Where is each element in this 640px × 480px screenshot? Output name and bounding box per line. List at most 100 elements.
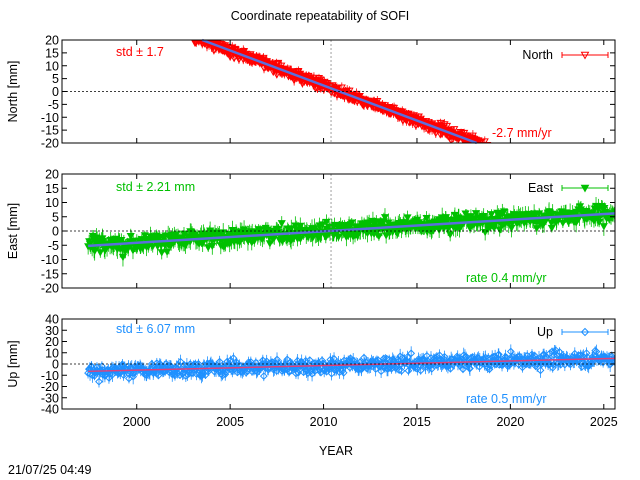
data-point — [265, 240, 274, 248]
data-point — [416, 366, 425, 375]
data-point — [201, 40, 203, 42]
data-point — [226, 356, 235, 365]
data-point — [466, 364, 474, 373]
up-legend-label: Up — [537, 325, 553, 339]
x-tick-label: 2010 — [310, 415, 338, 429]
east-points-layer — [84, 197, 615, 267]
data-point — [397, 366, 406, 375]
y-tick-label: 20 — [45, 168, 59, 182]
data-point — [507, 224, 516, 232]
data-point — [96, 249, 105, 257]
data-point — [422, 215, 431, 223]
data-point — [167, 363, 175, 372]
data-point — [194, 33, 200, 39]
x-axis-label: YEAR — [319, 444, 353, 458]
data-point — [339, 368, 348, 377]
data-point — [461, 210, 470, 218]
data-point — [403, 353, 412, 362]
data-point — [485, 148, 491, 154]
data-point — [577, 363, 586, 371]
data-point — [475, 139, 484, 143]
data-point — [450, 126, 459, 134]
data-point — [374, 233, 383, 241]
data-point — [529, 356, 538, 364]
y-tick-label: 30 — [45, 324, 59, 338]
data-point — [494, 212, 503, 220]
data-point — [480, 138, 489, 143]
data-point — [592, 347, 601, 356]
data-point — [200, 368, 209, 377]
data-point — [474, 146, 480, 152]
y-tick-label: -10 — [41, 253, 59, 267]
data-point — [441, 214, 450, 222]
north-legend: North — [522, 48, 609, 62]
data-point — [481, 145, 487, 151]
data-point — [204, 244, 213, 252]
data-point — [87, 362, 96, 371]
east-legend: East — [528, 181, 609, 195]
north-legend-label: North — [522, 48, 553, 62]
data-point — [483, 144, 489, 150]
data-point — [90, 247, 99, 256]
data-point — [466, 225, 475, 233]
up-trend-line — [88, 357, 616, 373]
y-tick-label: -10 — [41, 369, 59, 383]
east-trend-line — [88, 212, 616, 248]
y-tick-label: 40 — [45, 313, 59, 327]
data-point — [483, 141, 492, 143]
y-tick-label: -40 — [41, 403, 59, 417]
data-point — [280, 365, 289, 374]
up-legend-sample — [561, 327, 609, 337]
data-point — [403, 214, 412, 222]
data-point — [499, 208, 509, 216]
y-tick-label: 20 — [45, 34, 59, 48]
north-ylabel: North [mm] — [6, 61, 20, 123]
data-point — [435, 351, 444, 360]
data-point — [194, 359, 203, 368]
east-std-label: std ± 2.21 mm — [116, 180, 195, 194]
data-point — [480, 149, 486, 155]
north-rate-label: -2.7 mm/yr — [492, 126, 552, 140]
data-point — [477, 144, 483, 150]
data-point — [407, 349, 416, 358]
data-point — [148, 243, 157, 251]
y-tick-label: 0 — [52, 225, 59, 239]
x-tick-label: 2025 — [590, 415, 618, 429]
x-tick-label: 2000 — [123, 415, 151, 429]
data-point — [600, 205, 609, 213]
data-point — [477, 141, 486, 143]
data-point — [152, 365, 161, 374]
y-tick-label: 15 — [45, 182, 59, 196]
data-point — [433, 352, 441, 361]
y-tick-label: -30 — [41, 391, 59, 405]
data-point — [347, 219, 356, 227]
data-point — [350, 360, 359, 368]
data-point — [190, 31, 196, 37]
data-point — [491, 352, 500, 361]
east-legend-label: East — [528, 181, 554, 195]
data-point — [599, 223, 608, 231]
y-tick-label: 0 — [52, 358, 59, 372]
data-point — [474, 142, 483, 143]
data-point — [190, 33, 196, 39]
data-point — [95, 377, 103, 386]
data-point — [273, 355, 281, 364]
y-tick-label: -5 — [48, 239, 59, 253]
data-point — [379, 354, 388, 363]
up-points-layer — [84, 344, 615, 388]
data-point — [494, 350, 503, 359]
east-legend-sample — [561, 184, 609, 193]
data-point — [192, 31, 198, 37]
y-tick-label: 5 — [52, 210, 59, 224]
data-point — [558, 219, 567, 228]
data-point — [480, 144, 486, 150]
y-tick-label: 0 — [52, 85, 59, 99]
data-point — [478, 144, 484, 150]
data-point — [229, 354, 238, 363]
data-point — [296, 222, 305, 231]
